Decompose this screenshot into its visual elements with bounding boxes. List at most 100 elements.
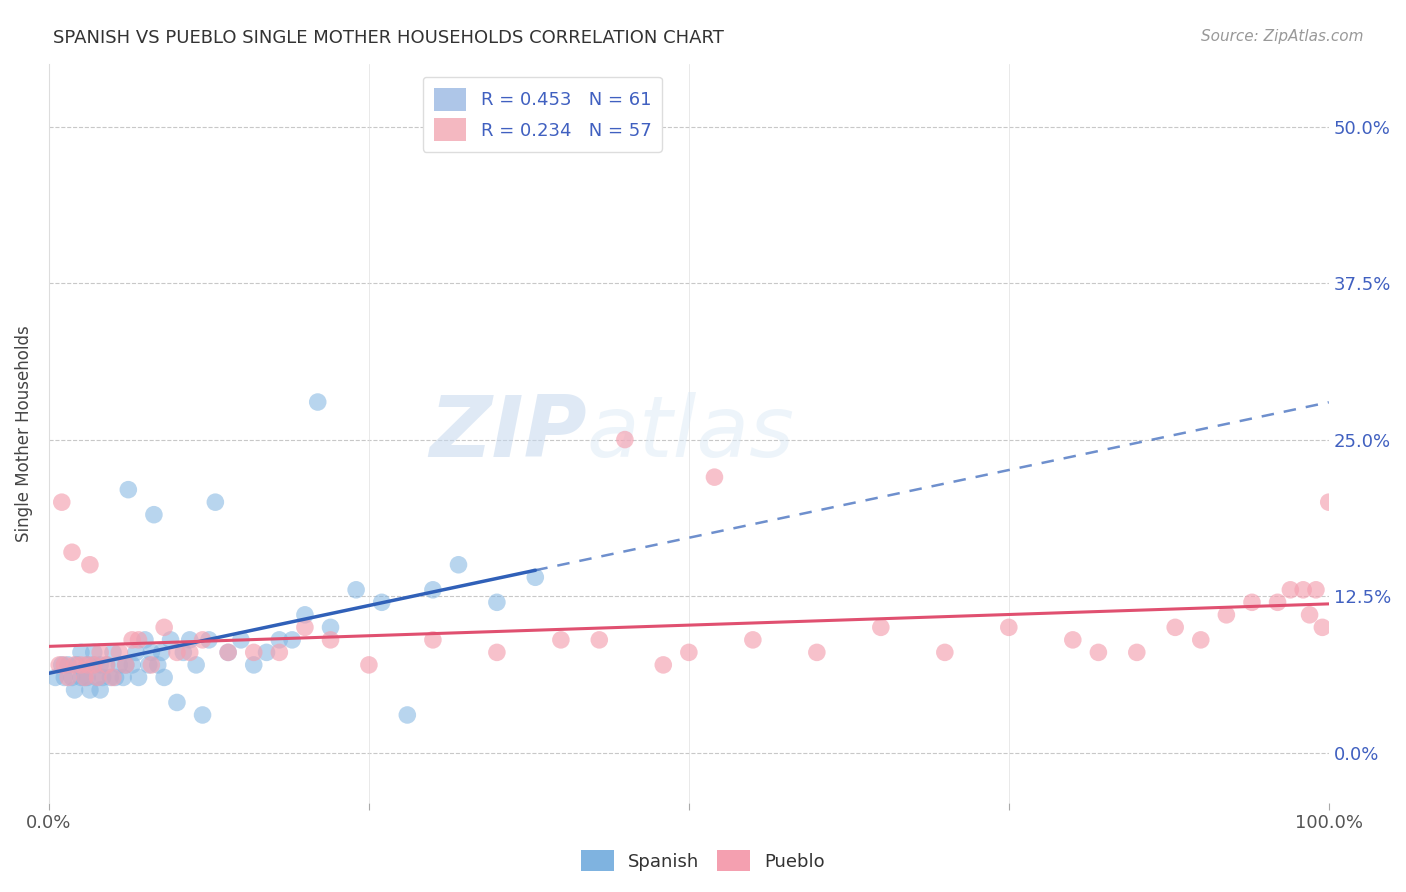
Text: ZIP: ZIP [429,392,586,475]
Point [83,657,105,672]
Point [141,645,163,659]
Point [83,645,105,659]
Point [138,657,160,672]
Point [307,395,329,409]
Point [73,670,96,684]
Point [100,670,122,684]
Point [678,645,700,659]
Text: SPANISH VS PUEBLO SINGLE MOTHER HOUSEHOLDS CORRELATION CHART: SPANISH VS PUEBLO SINGLE MOTHER HOUSEHOL… [53,29,724,46]
Text: atlas: atlas [586,392,794,475]
Point [294,620,316,634]
Point [1215,607,1237,622]
Legend: Spanish, Pueblo: Spanish, Pueblo [574,843,832,879]
Point [1312,620,1334,634]
Point [485,595,508,609]
Point [294,607,316,622]
Point [89,657,111,672]
Point [146,657,169,672]
Point [550,632,572,647]
Point [191,632,214,647]
Legend: R = 0.453   N = 61, R = 0.234   N = 57: R = 0.453 N = 61, R = 0.234 N = 57 [423,77,662,152]
Point [66,657,89,672]
Point [204,495,226,509]
Point [91,670,114,684]
Point [96,657,118,672]
Point [128,670,150,684]
Point [76,657,98,672]
Point [166,645,188,659]
Point [179,632,201,647]
Point [370,595,392,609]
Point [1062,632,1084,647]
Point [73,670,96,684]
Point [53,657,76,672]
Point [63,657,86,672]
Point [256,645,278,659]
Point [121,632,143,647]
Point [1305,582,1327,597]
Point [166,696,188,710]
Point [1279,582,1302,597]
Point [269,645,291,659]
Point [121,657,143,672]
Point [1087,645,1109,659]
Point [48,657,70,672]
Point [652,657,675,672]
Point [125,645,148,659]
Point [79,558,101,572]
Point [63,682,86,697]
Point [128,632,150,647]
Point [1298,607,1320,622]
Point [56,657,79,672]
Point [269,632,291,647]
Point [141,657,163,672]
Point [117,483,139,497]
Point [114,657,136,672]
Point [142,508,165,522]
Point [153,670,176,684]
Point [229,632,252,647]
Point [1164,620,1187,634]
Point [1240,595,1263,609]
Point [44,670,66,684]
Point [108,645,131,659]
Point [101,670,124,684]
Point [53,670,76,684]
Point [447,558,470,572]
Point [179,645,201,659]
Point [217,645,239,659]
Point [191,708,214,723]
Point [159,632,181,647]
Point [86,670,108,684]
Point [101,645,124,659]
Point [1126,645,1149,659]
Point [153,620,176,634]
Point [79,682,101,697]
Point [319,632,342,647]
Point [217,645,239,659]
Point [89,645,111,659]
Point [588,632,610,647]
Point [89,682,111,697]
Point [703,470,725,484]
Point [112,670,135,684]
Point [242,657,264,672]
Point [70,657,93,672]
Point [869,620,891,634]
Point [60,545,83,559]
Point [242,645,264,659]
Point [613,433,636,447]
Point [51,657,73,672]
Point [134,632,156,647]
Point [51,495,73,509]
Point [422,632,444,647]
Point [357,657,380,672]
Point [741,632,763,647]
Point [485,645,508,659]
Point [1317,495,1340,509]
Point [998,620,1021,634]
Point [198,632,221,647]
Point [186,657,208,672]
Point [108,657,131,672]
Point [104,670,127,684]
